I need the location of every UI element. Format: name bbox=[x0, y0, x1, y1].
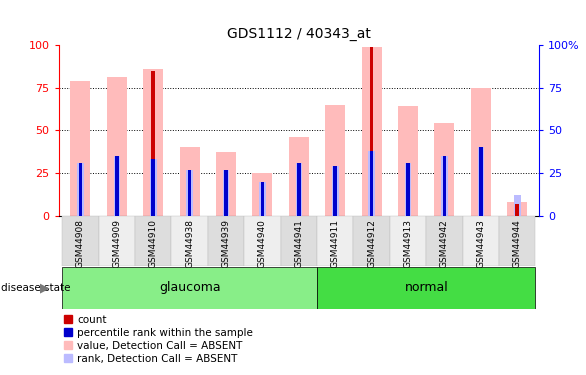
Bar bbox=[514, 195, 520, 216]
Bar bbox=[261, 182, 264, 216]
FancyBboxPatch shape bbox=[499, 216, 536, 266]
Text: normal: normal bbox=[404, 281, 448, 294]
FancyBboxPatch shape bbox=[281, 216, 317, 266]
Bar bbox=[289, 137, 309, 216]
Bar bbox=[180, 147, 200, 216]
Bar bbox=[479, 147, 483, 216]
FancyBboxPatch shape bbox=[135, 216, 172, 266]
Bar bbox=[441, 156, 448, 216]
Bar bbox=[362, 47, 381, 216]
Bar bbox=[398, 106, 418, 216]
Text: GSM44942: GSM44942 bbox=[440, 219, 449, 268]
Text: GSM44940: GSM44940 bbox=[258, 219, 267, 268]
Bar bbox=[297, 163, 301, 216]
Bar bbox=[77, 163, 84, 216]
FancyBboxPatch shape bbox=[317, 267, 536, 309]
Text: GSM44938: GSM44938 bbox=[185, 219, 194, 268]
Text: GSM44941: GSM44941 bbox=[294, 219, 304, 268]
Bar bbox=[370, 47, 373, 216]
Bar bbox=[107, 77, 127, 216]
Bar bbox=[253, 173, 272, 216]
Text: GSM44910: GSM44910 bbox=[149, 219, 158, 268]
Text: disease state: disease state bbox=[1, 283, 70, 293]
FancyBboxPatch shape bbox=[244, 216, 281, 266]
Bar bbox=[405, 163, 411, 216]
Text: GSM44909: GSM44909 bbox=[113, 219, 121, 268]
Bar bbox=[115, 156, 118, 216]
Bar bbox=[188, 170, 192, 216]
Bar bbox=[325, 105, 345, 216]
Bar bbox=[216, 153, 236, 216]
FancyBboxPatch shape bbox=[98, 216, 135, 266]
Legend: count, percentile rank within the sample, value, Detection Call = ABSENT, rank, : count, percentile rank within the sample… bbox=[64, 315, 253, 364]
FancyBboxPatch shape bbox=[317, 216, 353, 266]
Bar bbox=[333, 166, 337, 216]
FancyBboxPatch shape bbox=[463, 216, 499, 266]
Bar bbox=[516, 204, 519, 216]
Bar bbox=[259, 182, 265, 216]
Bar bbox=[434, 123, 455, 216]
Bar bbox=[114, 156, 120, 216]
Bar bbox=[332, 166, 339, 216]
Text: GSM44944: GSM44944 bbox=[513, 219, 522, 268]
Bar bbox=[406, 163, 410, 216]
Bar bbox=[150, 159, 156, 216]
Bar bbox=[79, 163, 82, 216]
Bar bbox=[70, 81, 90, 216]
FancyBboxPatch shape bbox=[353, 216, 390, 266]
Bar bbox=[151, 159, 155, 216]
Bar bbox=[151, 70, 155, 216]
FancyBboxPatch shape bbox=[426, 216, 463, 266]
Title: GDS1112 / 40343_at: GDS1112 / 40343_at bbox=[227, 27, 371, 41]
Bar bbox=[295, 163, 302, 216]
Text: GSM44912: GSM44912 bbox=[367, 219, 376, 268]
FancyBboxPatch shape bbox=[62, 267, 317, 309]
Bar bbox=[224, 170, 228, 216]
Bar bbox=[471, 88, 491, 216]
Text: GSM44939: GSM44939 bbox=[222, 219, 230, 268]
Bar bbox=[442, 156, 447, 216]
Bar bbox=[223, 170, 229, 216]
Text: GSM44908: GSM44908 bbox=[76, 219, 85, 268]
Bar bbox=[370, 151, 373, 216]
FancyBboxPatch shape bbox=[208, 216, 244, 266]
Text: ▶: ▶ bbox=[40, 281, 50, 294]
Bar bbox=[186, 170, 193, 216]
Text: GSM44911: GSM44911 bbox=[331, 219, 340, 268]
FancyBboxPatch shape bbox=[390, 216, 426, 266]
Text: glaucoma: glaucoma bbox=[159, 281, 220, 294]
Bar bbox=[507, 202, 527, 216]
Bar bbox=[478, 147, 484, 216]
FancyBboxPatch shape bbox=[62, 216, 98, 266]
Bar bbox=[143, 69, 163, 216]
Text: GSM44943: GSM44943 bbox=[476, 219, 485, 268]
Bar bbox=[369, 151, 375, 216]
Text: GSM44913: GSM44913 bbox=[404, 219, 413, 268]
FancyBboxPatch shape bbox=[172, 216, 208, 266]
